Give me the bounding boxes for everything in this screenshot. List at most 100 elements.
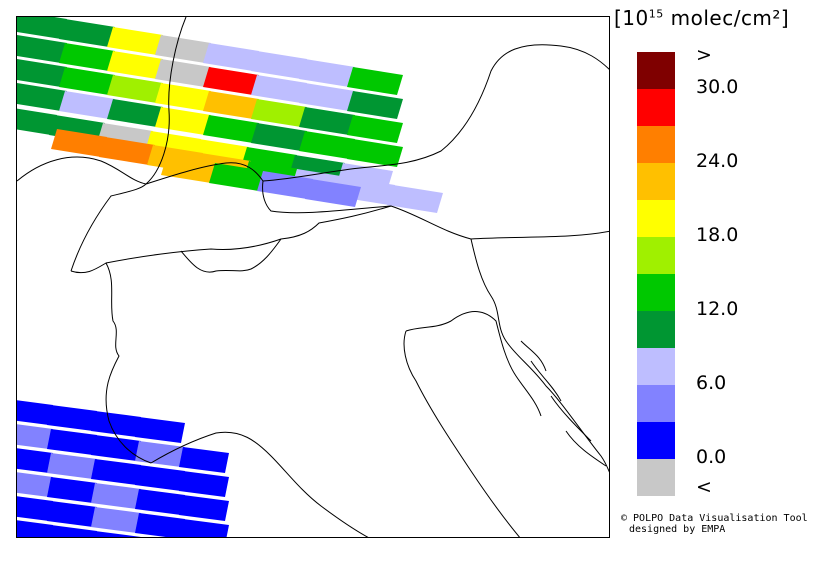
coastline — [520, 340, 607, 467]
swath-pixel — [347, 67, 403, 95]
colorbar-swatch — [637, 385, 675, 422]
swath-pixel — [59, 19, 115, 47]
swath-pixel — [135, 417, 185, 443]
swath-pixel — [107, 75, 163, 103]
swath-pixel — [47, 429, 97, 455]
swath-pixel — [299, 131, 355, 159]
swath-pixel — [59, 91, 115, 119]
swath-pixel — [99, 137, 155, 165]
swath-pixel — [179, 519, 229, 537]
colorbar-swatch — [637, 52, 675, 89]
swath-pixel — [59, 67, 115, 95]
swath-pixel — [135, 513, 185, 537]
swath-pixel — [17, 17, 67, 39]
border-line — [70, 183, 152, 464]
swath-pixel — [47, 453, 97, 479]
colorbar-swatch — [637, 126, 675, 163]
swath-pixel — [155, 107, 211, 135]
colorbar-swatch — [637, 89, 675, 126]
swath-pixel — [17, 108, 57, 135]
border-line — [145, 44, 609, 185]
swath-pixel — [17, 35, 67, 63]
swath-pixel — [161, 155, 217, 183]
credits: © POLPO Data Visualisation Tool designed … — [621, 513, 808, 535]
swath-pixel — [17, 496, 53, 521]
swath-pixel — [93, 531, 141, 537]
colorbar-tick-label: > — [696, 44, 712, 66]
colorbar-swatch — [637, 459, 675, 496]
swath-pixel — [209, 163, 265, 191]
coastline — [403, 311, 542, 537]
swath-pixel — [91, 411, 141, 437]
swath-pixel — [155, 35, 211, 63]
colorbar-tick-label: 6.0 — [696, 372, 727, 394]
colorbar-tick-label: 12.0 — [696, 298, 739, 320]
legend-unit-label: [1015 molec/cm²] — [614, 6, 810, 30]
swath-pixel — [91, 435, 141, 461]
swath-pixel — [135, 489, 185, 515]
swath-pixel — [91, 459, 141, 485]
colorbar-swatch — [637, 274, 675, 311]
swath-pixel — [107, 27, 163, 55]
coastline — [150, 431, 369, 537]
swath-pixel — [17, 400, 53, 425]
swath-pixel — [47, 405, 97, 431]
credits-line-2: designed by EMPA — [629, 524, 726, 535]
unit-exponent: 15 — [648, 7, 664, 21]
swath-pixel — [155, 83, 211, 111]
colorbar-swatch — [637, 200, 675, 237]
swath-pixel — [347, 91, 403, 119]
swath-pixel — [135, 465, 185, 491]
swath-pixel — [347, 139, 403, 167]
swath-pixel — [91, 483, 141, 509]
colorbar-swatch — [637, 348, 675, 385]
swath-pixel — [179, 447, 229, 473]
swath-pixel — [17, 472, 53, 497]
border-line — [145, 17, 187, 185]
swath-pixel — [387, 185, 443, 213]
swath-pixel — [203, 115, 259, 143]
colorbar-tick-label: 18.0 — [696, 224, 739, 246]
swath-pixel — [17, 520, 53, 537]
swath-pixel — [59, 43, 115, 71]
colorbar-tick-label: < — [696, 476, 712, 498]
country-borders — [17, 17, 609, 537]
colorbar — [637, 52, 675, 496]
map-canvas — [17, 17, 609, 537]
swath-pixel — [251, 99, 307, 127]
swath-pixel — [179, 495, 229, 521]
unit-suffix: molec/cm²] — [663, 6, 790, 30]
swath-pixel — [299, 107, 355, 135]
swath-pixel — [203, 43, 259, 71]
swath-pixel — [107, 99, 163, 127]
swath-pixel — [17, 424, 53, 449]
swath-pixel — [257, 171, 313, 199]
swath-pixel — [203, 91, 259, 119]
swath-pixel — [251, 51, 307, 79]
swath-pixel — [203, 67, 259, 95]
swath-pixel — [299, 59, 355, 87]
colorbar-tick-label: 0.0 — [696, 446, 727, 468]
swath-pixel — [91, 507, 141, 533]
swath-pixel — [51, 129, 107, 157]
colorbar-swatch — [637, 311, 675, 348]
swath-pixel — [347, 115, 403, 143]
swath-pixel — [17, 83, 67, 111]
swath-pixel — [251, 75, 307, 103]
swath-pixel — [305, 179, 361, 207]
swath-pixel — [47, 501, 97, 527]
colorbar-swatch — [637, 237, 675, 274]
map-frame — [16, 16, 610, 538]
colorbar-swatch — [637, 163, 675, 200]
colorbar-swatch — [637, 422, 675, 459]
colorbar-tick-label: 24.0 — [696, 150, 739, 172]
colorbar-tick-label: 30.0 — [696, 76, 739, 98]
credits-line-1: © POLPO Data Visualisation Tool — [621, 513, 808, 524]
swath-pixel — [155, 59, 211, 87]
swath-pixel — [17, 448, 53, 473]
border-line — [105, 205, 392, 264]
no2-column-tiles — [17, 17, 443, 537]
swath-pixel — [179, 471, 229, 497]
swath-pixel — [299, 83, 355, 111]
unit-prefix: [10 — [614, 6, 649, 30]
